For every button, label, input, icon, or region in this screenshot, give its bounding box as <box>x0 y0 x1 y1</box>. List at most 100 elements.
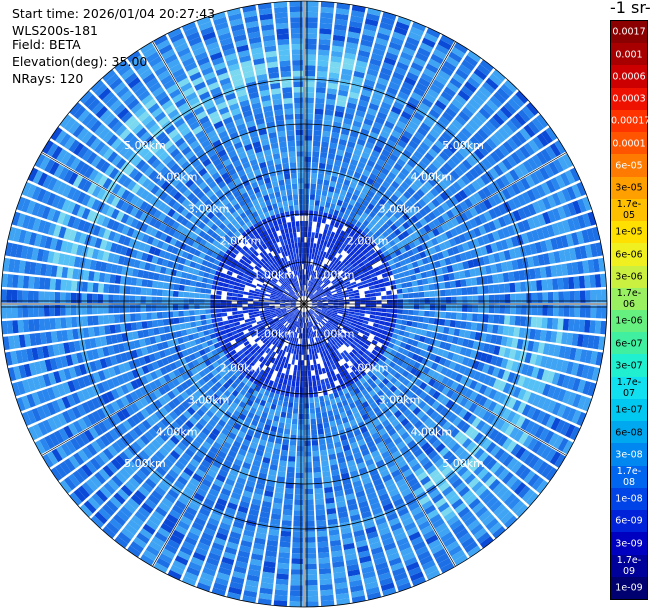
range-bin <box>223 324 230 330</box>
range-bin <box>305 553 317 559</box>
range-bin <box>151 296 157 304</box>
range-bin <box>172 311 179 318</box>
range-bin <box>401 319 408 326</box>
range-bin <box>292 375 297 382</box>
range-bin <box>289 156 296 163</box>
range-bin <box>478 510 492 523</box>
range-bin <box>334 441 342 449</box>
range-bin <box>332 351 338 358</box>
range-bin <box>346 385 354 393</box>
range-bin <box>328 453 337 461</box>
range-bin <box>335 316 342 321</box>
range-bin <box>312 353 316 360</box>
range-bin <box>349 419 357 427</box>
range-bin <box>311 304 318 307</box>
range-bin <box>334 319 340 324</box>
range-bin <box>339 345 346 352</box>
range-bin <box>422 323 429 330</box>
range-bin <box>464 426 475 437</box>
range-bin <box>469 429 480 440</box>
range-bin <box>474 448 485 460</box>
range-bin <box>365 586 380 595</box>
range-bin <box>288 146 296 152</box>
range-bin <box>328 393 335 400</box>
range-bin <box>435 428 445 439</box>
range-bin <box>477 468 489 480</box>
range-bin <box>336 598 351 606</box>
range-bin <box>328 365 334 372</box>
range-bin <box>210 289 217 295</box>
range-bin <box>440 531 454 543</box>
range-bin <box>455 383 464 394</box>
range-bin <box>488 388 498 400</box>
range-bin <box>369 314 376 319</box>
range-bin <box>451 549 466 562</box>
range-bin <box>405 364 413 373</box>
range-bin <box>323 361 328 368</box>
range-bin <box>562 318 570 331</box>
range-bin <box>210 313 217 319</box>
range-bin <box>326 336 331 343</box>
range-bin <box>330 339 336 346</box>
range-bin <box>568 319 575 332</box>
range-bin <box>571 362 580 376</box>
range-bin <box>365 526 377 535</box>
range-bin <box>315 504 325 511</box>
range-bin <box>500 421 511 434</box>
range-bin <box>294 494 304 500</box>
range-bin <box>221 312 228 317</box>
range-bin <box>410 429 421 439</box>
range-bin <box>346 459 356 467</box>
range-bin <box>288 456 296 462</box>
range-bin <box>493 503 507 517</box>
range-bin <box>304 504 314 511</box>
range-bin <box>390 432 400 441</box>
range-bin <box>374 483 386 492</box>
range-bin <box>313 312 319 317</box>
range-bin <box>410 416 420 426</box>
range-bin <box>310 308 316 312</box>
range-bin <box>355 490 366 499</box>
range-bin <box>432 325 439 332</box>
range-bin <box>394 423 404 432</box>
range-bin <box>488 478 501 491</box>
range-bin <box>315 374 320 381</box>
range-bin <box>312 380 317 387</box>
range-bin <box>350 322 357 327</box>
range-bin <box>282 222 288 229</box>
range-bin <box>469 331 477 340</box>
range-bin <box>196 275 203 282</box>
range-bin <box>70 304 77 316</box>
range-bin <box>125 276 132 286</box>
range-bin <box>320 362 325 369</box>
range-bin <box>288 402 294 408</box>
range-bin <box>572 378 581 392</box>
range-bin <box>308 392 314 398</box>
range-bin <box>307 359 311 366</box>
range-bin <box>454 345 462 354</box>
range-bin <box>299 381 304 388</box>
range-bin <box>315 509 326 516</box>
range-bin <box>337 389 344 397</box>
range-bin <box>341 336 348 342</box>
range-bin <box>335 587 349 595</box>
range-bin <box>345 331 352 337</box>
range-bin <box>286 412 293 419</box>
range-bin <box>435 442 446 453</box>
range-bin <box>445 540 460 552</box>
range-bin <box>314 311 320 315</box>
range-bin <box>319 373 324 380</box>
range-bin <box>576 411 587 427</box>
range-bin <box>373 335 380 342</box>
range-bin <box>304 311 306 318</box>
range-bin <box>425 534 439 545</box>
range-bin <box>389 337 397 344</box>
range-bin <box>339 330 346 336</box>
range-bin <box>480 352 488 363</box>
range-bin <box>482 454 493 467</box>
range-bin <box>194 309 200 316</box>
range-bin <box>304 108 314 114</box>
range-bin <box>280 536 291 543</box>
range-bin <box>360 560 373 569</box>
range-bin <box>505 359 514 371</box>
